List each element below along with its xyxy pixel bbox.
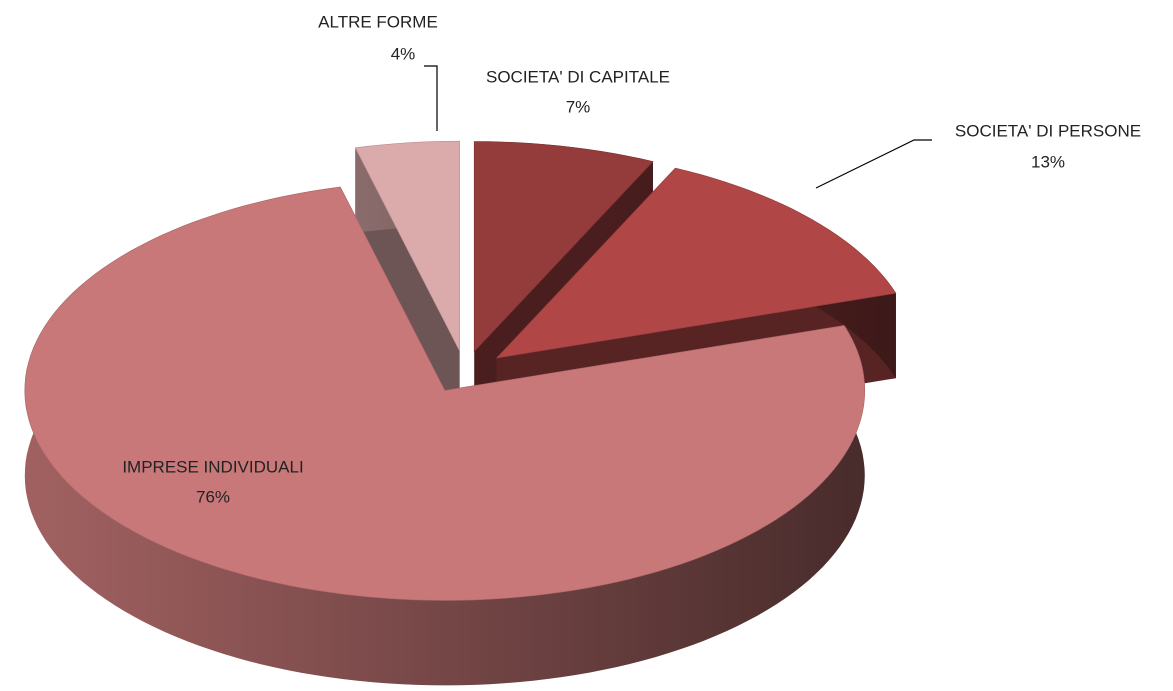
slice xyxy=(354,140,460,352)
data-label: IMPRESE INDIVIDUALI xyxy=(122,457,303,476)
data-label: 13% xyxy=(1031,152,1065,171)
slice xyxy=(495,167,897,359)
data-label: 76% xyxy=(196,487,230,506)
data-label: SOCIETA' DI PERSONE xyxy=(955,121,1141,140)
data-label: 7% xyxy=(566,97,591,116)
data-label: 4% xyxy=(391,44,416,63)
slice xyxy=(473,141,654,353)
data-label: ALTRE FORME xyxy=(318,12,438,31)
leader-line xyxy=(424,65,438,131)
slice xyxy=(24,186,866,601)
data-label: SOCIETA' DI CAPITALE xyxy=(486,67,670,86)
leader-line xyxy=(815,139,932,189)
